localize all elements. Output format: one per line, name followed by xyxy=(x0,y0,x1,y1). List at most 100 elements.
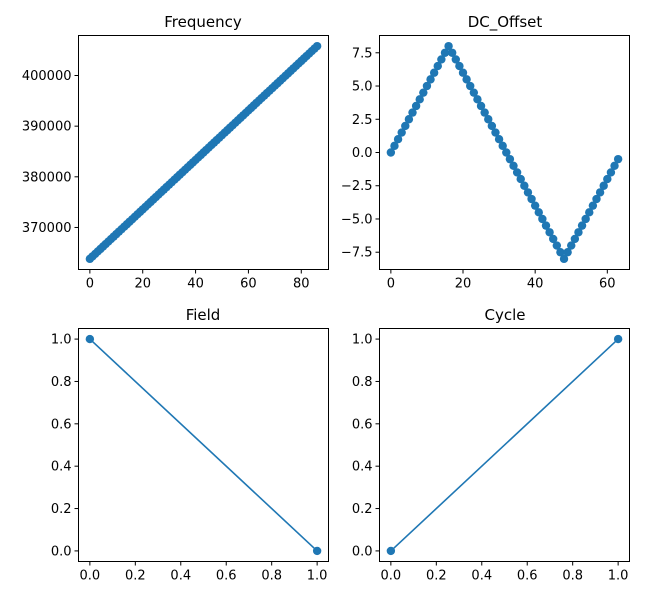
data-point xyxy=(419,88,428,97)
data-point xyxy=(397,128,406,137)
data-point xyxy=(491,128,500,137)
data-point xyxy=(552,241,562,250)
data-point xyxy=(447,48,457,57)
data-point xyxy=(462,75,471,84)
subplot-field: Field 0.0 0.2 0.4 0.6 0.8 1.0 0.0 0.2 0.4 0.6 0.8 1… xyxy=(51,306,329,584)
data-point xyxy=(549,234,558,244)
data-point xyxy=(494,135,504,144)
data-point xyxy=(476,101,486,111)
axes-frame xyxy=(78,328,329,562)
subplot-title: Frequency xyxy=(164,13,242,31)
data-point xyxy=(570,234,580,244)
plot-area xyxy=(386,334,623,556)
data-point xyxy=(606,168,616,177)
data-point xyxy=(592,194,601,204)
subplot-dc-offset: DC_Offset 0 20 40 60 −7.5 −5.0 −2.5 0.0 2.5 5.0 7.… xyxy=(341,13,630,292)
data-point xyxy=(480,108,489,117)
y-tick-label: 0.8 xyxy=(51,375,72,390)
x-tick-label: 0.2 xyxy=(125,569,146,584)
subplot-title: DC_Offset xyxy=(468,13,543,32)
data-point xyxy=(484,115,493,124)
data-point xyxy=(437,55,446,64)
y-tick-label: 370000 xyxy=(22,221,72,236)
data-point xyxy=(559,254,569,264)
data-point xyxy=(458,68,468,77)
data-point xyxy=(426,75,435,84)
x-tick-label: 40 xyxy=(527,277,544,292)
data-point xyxy=(563,248,572,257)
x-tick-label: 0.2 xyxy=(426,569,447,584)
data-point xyxy=(415,95,424,104)
subplot-title: Cycle xyxy=(485,306,526,324)
plot-area xyxy=(85,41,322,264)
y-tick-label: 0.0 xyxy=(352,544,373,559)
data-point xyxy=(312,41,322,51)
subplot-cycle: Cycle 0.0 0.2 0.4 0.6 0.8 1.0 0.0 0.2 0.4 0.6 0.8 1… xyxy=(352,306,630,584)
x-tick-label: 0.4 xyxy=(170,569,191,584)
data-point xyxy=(581,214,590,224)
y-tick-label: 0.0 xyxy=(352,146,373,161)
data-point xyxy=(520,181,529,190)
data-point xyxy=(545,228,554,237)
data-point xyxy=(603,174,612,184)
data-point xyxy=(393,135,403,144)
data-point xyxy=(487,121,497,131)
data-point xyxy=(386,148,396,157)
axes-frame xyxy=(78,35,329,270)
data-point xyxy=(440,48,450,57)
x-tick-label: 20 xyxy=(134,277,151,292)
y-tick-label: 0.6 xyxy=(352,417,373,432)
x-tick-label: 0.0 xyxy=(381,569,402,584)
x-tick-label: 80 xyxy=(293,277,310,292)
x-tick-label: 60 xyxy=(599,277,616,292)
data-point xyxy=(585,208,594,217)
plot-area xyxy=(85,334,322,556)
y-tick-label: 0.6 xyxy=(51,417,72,432)
data-point xyxy=(85,334,95,344)
data-point xyxy=(527,194,536,204)
y-tick-label: 1.0 xyxy=(352,333,373,348)
data-point xyxy=(538,214,547,224)
x-tick-label: 20 xyxy=(455,277,472,292)
x-tick-label: 0.0 xyxy=(80,569,101,584)
y-tick-label: 1.0 xyxy=(51,333,72,348)
y-tick-label: 0.2 xyxy=(51,502,72,517)
y-tick-label: 0.0 xyxy=(51,544,72,559)
series-line xyxy=(390,338,619,552)
data-point xyxy=(473,95,482,104)
y-tick-label: 2.5 xyxy=(352,113,373,128)
axes-frame xyxy=(379,328,630,562)
data-point xyxy=(408,108,417,117)
y-tick-label: 7.5 xyxy=(352,46,373,61)
data-point xyxy=(386,546,396,556)
y-tick-label: −2.5 xyxy=(341,179,373,194)
subplot-frequency: Frequency 0 20 40 60 80 370000 380000 390000 400… xyxy=(22,13,329,292)
data-point xyxy=(613,154,623,164)
data-point xyxy=(422,81,432,91)
y-tick-label: 0.2 xyxy=(352,502,373,517)
y-tick-label: 380000 xyxy=(22,170,72,185)
data-point xyxy=(599,181,608,190)
data-point xyxy=(595,188,605,197)
data-point xyxy=(588,201,598,210)
data-point xyxy=(498,141,507,151)
data-point xyxy=(530,201,540,210)
x-tick-label: 0.4 xyxy=(471,569,492,584)
y-tick-label: −5.0 xyxy=(341,212,373,227)
y-tick-label: 0.4 xyxy=(352,460,373,475)
data-point xyxy=(577,221,587,230)
data-point xyxy=(404,115,414,124)
y-tick-label: 400000 xyxy=(22,69,72,84)
data-point xyxy=(610,161,619,170)
data-point xyxy=(613,334,623,344)
data-point xyxy=(444,41,453,51)
data-point xyxy=(411,101,421,111)
y-tick-label: −7.5 xyxy=(341,246,373,261)
data-point xyxy=(574,228,583,237)
subplot-title: Field xyxy=(186,306,221,324)
y-tick-label: 0.8 xyxy=(352,375,373,390)
series-line xyxy=(89,338,318,552)
data-point xyxy=(523,188,533,197)
x-tick-label: 0.6 xyxy=(517,569,538,584)
